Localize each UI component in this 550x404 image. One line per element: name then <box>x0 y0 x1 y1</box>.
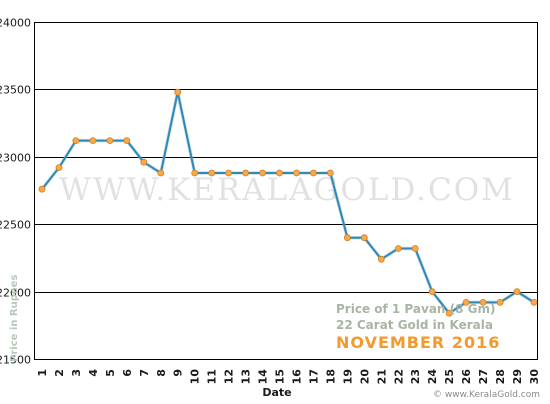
data-point-1 <box>38 185 46 193</box>
x-axis-title: Date <box>262 386 291 399</box>
data-point-26 <box>462 298 470 306</box>
grid-layer <box>34 22 538 360</box>
y-tick-label-24000: 24000 <box>0 17 31 30</box>
x-tick-label-22: 22 <box>392 369 405 384</box>
data-point-2 <box>55 164 63 172</box>
x-tick-label-3: 3 <box>70 369 83 377</box>
data-point-4 <box>89 137 97 145</box>
watermark-text: WWW.KERALAGOLD.COM <box>59 172 515 208</box>
data-point-14 <box>259 169 267 177</box>
x-tick-label-1: 1 <box>36 369 49 377</box>
data-point-5 <box>106 137 114 145</box>
data-point-23 <box>411 245 419 252</box>
x-tick-label-24: 24 <box>426 369 439 385</box>
data-point-22 <box>394 245 402 252</box>
y-axis-title: Price in Rupees <box>9 275 20 362</box>
x-tick-label-15: 15 <box>274 369 287 384</box>
info-weight-line: Price of 1 Pavan (8 Gm) <box>336 302 496 316</box>
data-point-15 <box>276 169 283 177</box>
data-point-27 <box>479 298 487 306</box>
data-point-16 <box>293 169 300 177</box>
x-tick-label-6: 6 <box>121 369 134 377</box>
data-points-layer <box>38 88 538 317</box>
x-tick-label-5: 5 <box>104 369 117 377</box>
month-title: NOVEMBER 2016 <box>336 333 500 352</box>
x-tick-label-4: 4 <box>87 369 100 377</box>
y-tick-label-22500: 22500 <box>0 219 31 232</box>
data-point-17 <box>309 169 317 177</box>
data-point-6 <box>123 137 131 145</box>
x-tick-label-30: 30 <box>528 369 541 385</box>
x-tick-label-29: 29 <box>511 369 524 384</box>
data-point-11 <box>208 169 216 177</box>
x-tick-label-10: 10 <box>189 369 202 385</box>
data-point-7 <box>140 158 148 166</box>
x-tick-label-27: 27 <box>477 369 490 384</box>
y-tick-label-23500: 23500 <box>0 84 31 97</box>
x-tick-label-11: 11 <box>206 369 219 384</box>
x-tick-label-20: 20 <box>358 369 371 385</box>
site-credit: © www.KeralaGold.com <box>433 390 540 400</box>
data-point-30 <box>530 298 538 306</box>
x-tick-label-25: 25 <box>443 369 456 384</box>
data-point-18 <box>326 169 334 177</box>
x-tick-label-12: 12 <box>223 369 236 384</box>
data-point-29 <box>513 288 521 296</box>
x-tick-label-2: 2 <box>53 369 66 377</box>
x-tick-label-21: 21 <box>375 369 388 384</box>
data-point-24 <box>428 288 436 296</box>
x-tick-label-18: 18 <box>324 369 337 384</box>
x-tick-label-19: 19 <box>341 369 354 384</box>
data-point-20 <box>360 234 368 242</box>
y-tick-label-22000: 22000 <box>0 287 31 300</box>
x-tick-label-8: 8 <box>155 369 168 377</box>
y-tick-label-23000: 23000 <box>0 152 31 165</box>
x-tick-labels: 1 2 3 4 5 6 7 8 9 10 11 12 13 14 15 16 17 18 19 20 21 22 23 24 2… <box>36 369 541 385</box>
x-tick-label-23: 23 <box>409 369 422 384</box>
x-tick-label-13: 13 <box>240 369 253 384</box>
info-carat-line: 22 Carat Gold in Kerala <box>336 318 493 332</box>
data-point-13 <box>242 169 250 177</box>
x-tick-label-17: 17 <box>307 369 320 384</box>
data-point-12 <box>225 169 233 177</box>
x-tick-label-7: 7 <box>138 369 151 377</box>
data-point-21 <box>377 255 385 263</box>
data-point-3 <box>72 137 80 145</box>
data-point-9 <box>174 88 182 96</box>
data-point-8 <box>157 169 165 177</box>
x-tick-label-9: 9 <box>172 369 185 377</box>
x-tick-label-26: 26 <box>460 369 473 385</box>
y-tick-label-21500: 21500 <box>0 354 31 367</box>
x-tick-label-14: 14 <box>257 369 270 385</box>
x-tick-label-16: 16 <box>291 369 304 385</box>
data-point-25 <box>445 309 453 317</box>
y-tick-labels: 21500 22000 22500 23000 23500 24000 <box>0 17 31 367</box>
data-point-10 <box>191 169 199 177</box>
x-tick-label-28: 28 <box>494 369 507 384</box>
data-point-28 <box>496 298 504 306</box>
data-point-19 <box>343 234 351 242</box>
